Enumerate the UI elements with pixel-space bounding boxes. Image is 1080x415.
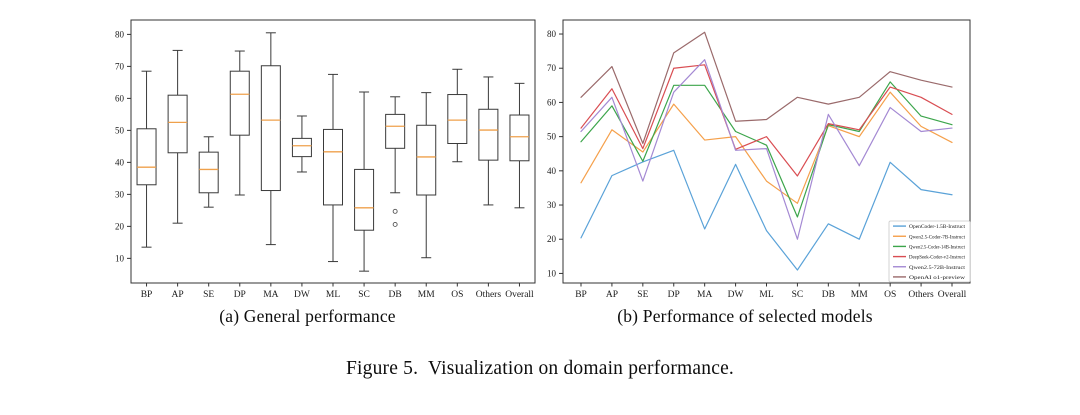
legend-box	[888, 220, 971, 283]
x-tick-label: DB	[389, 290, 402, 300]
x-tick-label: SC	[792, 290, 804, 300]
x-tick-label: SC	[358, 290, 370, 300]
y-tick-label: 80	[115, 29, 125, 39]
box-rect	[385, 113, 406, 149]
y-tick-label: 70	[115, 61, 125, 71]
line-Qwen2.5-72B-Instruct	[580, 59, 953, 240]
x-tick-label: OS	[451, 290, 463, 300]
legend-label: Qwen2.5-Coder-14B-Instruct	[909, 244, 965, 250]
legend-label: Qwen2.5-72B-Instruct	[909, 265, 966, 271]
outlier-point	[392, 221, 398, 227]
box-Overall	[509, 82, 530, 209]
legend: OpenCoder-1.5B-Instruct Qwen2.5-Coder-7B-…	[888, 220, 971, 283]
line-chart-svg: 10 20 30 40 50 60 70 80 BP AP SE DP MA DW ML SC DB MM OS Ot…	[547, 19, 971, 300]
x-tick-label: ML	[759, 290, 773, 300]
box-BP	[136, 70, 157, 248]
x-axis: BP AP SE DP MA DW ML SC DB MM OS Others Overall	[575, 283, 967, 300]
box-MA	[260, 32, 281, 246]
caption-a: (a) General performance	[219, 306, 396, 326]
x-tick-label: DW	[728, 290, 744, 300]
x-tick-label: BP	[141, 290, 153, 300]
box-rect	[229, 70, 250, 136]
y-tick-label: 10	[115, 253, 125, 263]
box-rect	[447, 94, 468, 145]
box-rect	[198, 151, 219, 194]
y-tick-label: 80	[547, 29, 557, 39]
x-tick-label: Others	[908, 290, 934, 300]
y-tick-label: 70	[547, 63, 557, 73]
legend-label: OpenAI o1-preview	[909, 275, 965, 281]
x-tick-label: SE	[203, 290, 214, 300]
x-tick-label: OS	[884, 290, 896, 300]
y-tick-label: 20	[547, 234, 557, 244]
box-rect	[136, 128, 157, 186]
x-tick-label: DW	[294, 290, 310, 300]
y-tick-label: 60	[547, 97, 557, 107]
x-tick-label: MM	[851, 290, 868, 300]
box-DP	[229, 50, 250, 196]
legend-label: OpenCoder-1.5B-Instruct	[909, 224, 966, 230]
x-tick-label: MA	[697, 290, 712, 300]
box-OS	[447, 68, 468, 163]
box-rect	[167, 94, 188, 154]
box-rect	[509, 114, 530, 162]
box-rect	[260, 65, 281, 192]
x-tick-label: Overall	[505, 290, 534, 300]
box-rect	[323, 128, 343, 206]
x-tick-label: Overall	[938, 290, 967, 300]
x-tick-label: DP	[234, 290, 246, 300]
x-tick-label: ML	[326, 290, 340, 300]
x-tick-label: MA	[263, 290, 278, 300]
box-rect	[354, 168, 375, 231]
box-rect	[478, 108, 499, 161]
y-tick-label: 40	[547, 166, 557, 176]
y-tick-label: 60	[115, 93, 125, 103]
y-tick-label: 50	[115, 125, 125, 135]
box-AP	[167, 49, 188, 224]
x-tick-label: BP	[575, 290, 587, 300]
box-DW	[291, 115, 312, 173]
x-tick-label: AP	[606, 290, 618, 300]
x-axis: BP AP SE DP MA DW ML SC DB MM OS Others Overall	[141, 283, 534, 300]
box-DB	[385, 96, 406, 227]
outlier-point	[392, 208, 398, 214]
box-ML	[323, 73, 343, 263]
caption-b: (b) Performance of selected models	[617, 306, 873, 326]
y-axis: 10 20 30 40 50 60 70 80	[547, 29, 563, 278]
legend-label: Qwen2.5-Coder-7B-Instruct	[909, 234, 965, 240]
box-SE	[198, 136, 219, 208]
boxplot-chart-general-performance: 10 20 30 40 50 60 70 80 BP AP SE DP MA DW ML SC DB MM OS Ot…	[75, 10, 575, 306]
box-Others	[478, 76, 499, 206]
x-tick-label: DP	[668, 290, 680, 300]
boxplot-svg: 10 20 30 40 50 60 70 80 BP AP SE DP MA DW ML SC DB MM OS Ot…	[115, 19, 536, 300]
box-rect	[291, 137, 312, 158]
y-tick-label: 50	[547, 132, 557, 142]
x-tick-label: Others	[476, 290, 502, 300]
x-tick-label: MM	[418, 290, 435, 300]
box-rect	[416, 124, 437, 196]
x-tick-label: DB	[822, 290, 835, 300]
legend-label: DeepSeek-Coder-v2-Instruct	[909, 255, 965, 261]
box-SC	[354, 91, 375, 272]
y-axis: 10 20 30 40 50 60 70 80	[115, 29, 131, 263]
line-OpenCoder-1.5B-Instruct	[580, 149, 953, 271]
line-chart-selected-models: 10 20 30 40 50 60 70 80 BP AP SE DP MA DW ML SC DB MM OS Ot…	[540, 10, 1040, 306]
line-Qwen2.5-Coder-7B-Instruct	[580, 91, 953, 204]
line-Qwen2.5-Coder-14B-Instruct	[580, 81, 953, 218]
x-tick-label: AP	[172, 290, 184, 300]
y-tick-label: 30	[115, 189, 125, 199]
y-tick-label: 10	[547, 268, 557, 278]
y-tick-label: 30	[547, 200, 557, 210]
y-tick-label: 40	[115, 157, 125, 167]
y-tick-label: 20	[115, 221, 125, 231]
box-MM	[416, 92, 437, 259]
line-OpenAI o1-preview	[580, 31, 953, 145]
figure-caption: Figure 5. Visualization on domain perfor…	[345, 358, 735, 379]
line-DeepSeek-Coder-v2-Instruct	[580, 64, 953, 177]
x-tick-label: SE	[637, 290, 648, 300]
